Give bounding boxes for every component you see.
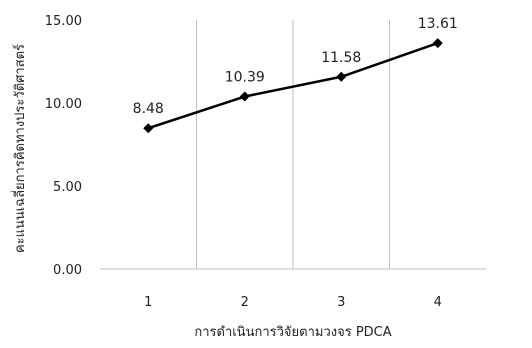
data-label: 8.48 bbox=[133, 101, 164, 117]
x-tick-label: 4 bbox=[434, 295, 442, 310]
data-markers bbox=[143, 38, 443, 134]
x-axis-title: การดำเนินการวิจัยตามวงจร PDCA bbox=[194, 325, 391, 340]
x-tick-label: 2 bbox=[241, 295, 249, 310]
y-tick-label: 15.00 bbox=[45, 14, 82, 29]
data-point-marker bbox=[143, 123, 154, 134]
x-tick-labels: 1 2 3 4 bbox=[144, 295, 442, 310]
y-tick-labels: 0.00 5.00 10.00 15.00 bbox=[45, 14, 82, 278]
data-label: 11.58 bbox=[321, 50, 361, 66]
y-tick-label: 5.00 bbox=[53, 180, 82, 195]
grid-lines bbox=[196, 20, 390, 269]
data-label: 10.39 bbox=[225, 70, 265, 86]
data-labels: 8.48 10.39 11.58 13.61 bbox=[133, 16, 458, 117]
data-label: 13.61 bbox=[418, 16, 458, 32]
x-tick-label: 1 bbox=[144, 295, 152, 310]
x-tick-label: 3 bbox=[337, 295, 345, 310]
data-point-marker bbox=[432, 38, 443, 49]
data-point-marker bbox=[239, 91, 250, 102]
series-line bbox=[147, 41, 439, 130]
data-point-marker bbox=[336, 71, 347, 82]
y-tick-label: 0.00 bbox=[53, 263, 82, 278]
y-tick-label: 10.00 bbox=[45, 97, 82, 112]
y-axis-title: คะแนนเฉลี่ยการคิดทางประวัติศาสตร์ bbox=[11, 44, 28, 253]
